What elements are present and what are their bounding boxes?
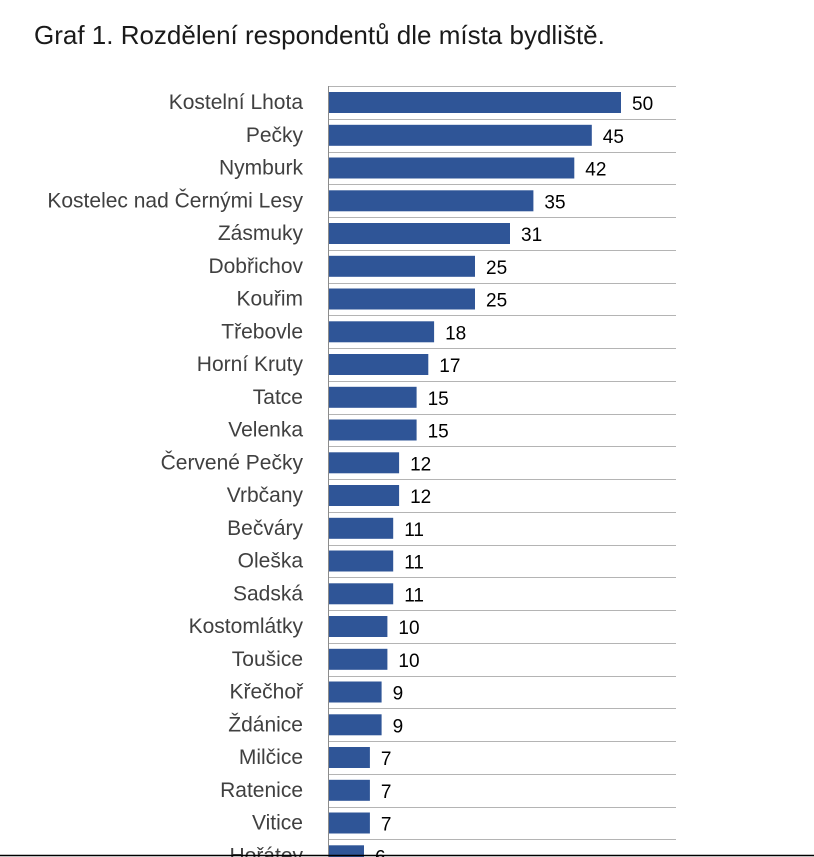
data-label: 11 [404, 520, 424, 541]
data-label: 25 [486, 258, 507, 279]
bar [329, 747, 370, 768]
data-label: 7 [381, 815, 392, 836]
data-label: 18 [445, 323, 466, 344]
category-tick-label: Vrbčany [227, 484, 304, 507]
bar [329, 419, 417, 441]
category-tick-label: Bečváry [227, 517, 303, 540]
data-label: 10 [398, 618, 419, 639]
category-tick-label: Třebovle [221, 320, 303, 343]
bar [329, 517, 394, 539]
category-tick-label: Dobřichov [208, 255, 303, 278]
bar [329, 550, 394, 572]
bar [329, 812, 370, 834]
category-tick-label: Velenka [228, 419, 303, 442]
category-tick-label: Zásmuky [218, 222, 304, 245]
category-tick-label: Kostomlátky [189, 615, 304, 638]
bar [329, 681, 382, 703]
bar [329, 485, 400, 506]
category-tick-label: Křečhoř [229, 681, 304, 704]
data-label: 12 [410, 454, 431, 475]
data-label: 42 [585, 160, 606, 181]
category-tick-label: Červené Pečky [161, 451, 304, 474]
bar [329, 190, 534, 212]
category-tick-label: Horní Kruty [197, 353, 304, 376]
data-label: 7 [381, 749, 392, 770]
data-label: 15 [428, 389, 449, 410]
category-tick-label: Milčice [239, 746, 303, 769]
bar [329, 583, 394, 605]
data-label: 45 [603, 127, 624, 148]
category-tick-label: Hořátev [229, 844, 303, 857]
bar [329, 354, 429, 375]
chart-title: Graf 1. Rozdělení respondentů dle místa … [34, 20, 605, 50]
category-tick-label: Oleška [238, 550, 304, 573]
data-label: 7 [381, 782, 392, 803]
bar [329, 92, 621, 113]
data-label: 10 [398, 651, 419, 672]
bar [329, 648, 388, 670]
category-tick-label: Sadská [233, 582, 303, 605]
data-label: 50 [632, 94, 653, 115]
bar [329, 288, 475, 310]
data-label: 11 [404, 585, 424, 606]
category-tick-label: Ždánice [228, 713, 303, 736]
category-tick-label: Kouřim [236, 288, 303, 311]
data-label: 6 [375, 847, 386, 857]
bar [329, 157, 575, 179]
bar [329, 714, 382, 736]
bar [329, 779, 370, 801]
bar [329, 124, 592, 146]
bar [329, 452, 400, 474]
data-label: 31 [521, 225, 542, 246]
data-label: 9 [393, 716, 404, 737]
data-label: 9 [393, 684, 404, 705]
data-label: 12 [410, 487, 431, 508]
category-tick-label: Vitice [252, 812, 303, 835]
data-label: 15 [428, 422, 449, 443]
category-tick-label: Kostelní Lhota [169, 91, 304, 114]
data-label: 17 [439, 356, 460, 377]
data-label: 35 [544, 192, 565, 213]
category-tick-label: Ratenice [220, 779, 303, 802]
bar [329, 616, 388, 637]
bar [329, 845, 364, 857]
data-label: 11 [404, 553, 424, 574]
bar [329, 386, 417, 408]
category-tick-label: Pečky [246, 124, 304, 147]
data-label: 25 [486, 291, 507, 312]
category-tick-label: Toušice [232, 648, 303, 671]
bar [329, 321, 435, 343]
bar [329, 255, 475, 277]
category-tick-label: Nymburk [219, 157, 304, 180]
category-tick-label: Tatce [253, 386, 303, 409]
category-tick-label: Kostelec nad Černými Lesy [47, 189, 303, 212]
bar [329, 223, 510, 244]
